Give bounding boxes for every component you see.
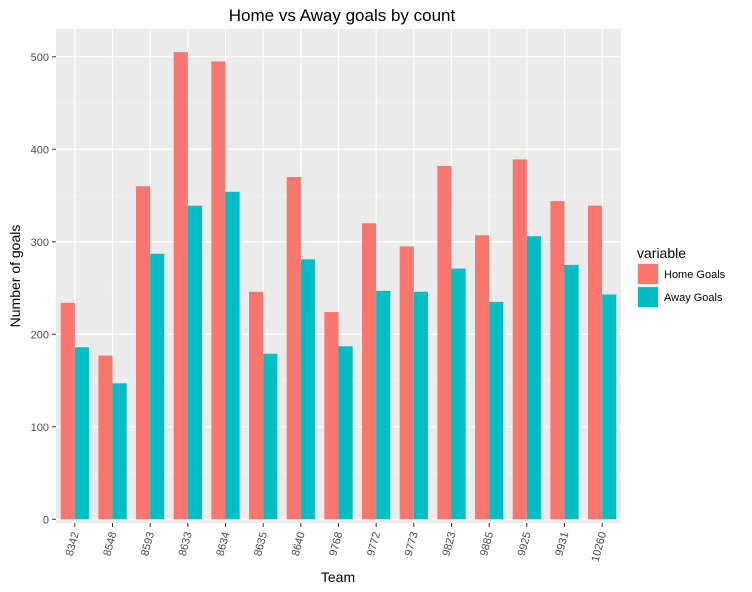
x-tick-label: 8593 — [139, 531, 157, 558]
bar-away-goals-9925 — [526, 236, 541, 520]
bar-away-goals-9768 — [338, 346, 353, 520]
bar-home-goals-9925 — [512, 159, 527, 520]
bar-home-goals-8593 — [136, 186, 151, 520]
x-axis-title: Team — [321, 569, 355, 585]
bar-away-goals-8635 — [263, 353, 278, 520]
bar-away-goals-8634 — [225, 191, 240, 520]
x-tick-label: 9772 — [365, 531, 383, 558]
bar-away-goals-9772 — [376, 290, 391, 520]
bar-home-goals-8634 — [211, 61, 226, 520]
y-tick-label: 100 — [31, 422, 49, 434]
bar-home-goals-9885 — [475, 235, 490, 520]
bar-home-goals-8635 — [249, 291, 264, 520]
legend-title: variable — [637, 245, 686, 261]
y-tick-label: 400 — [31, 144, 49, 156]
y-axis: 0 100 200 300 400 500 — [31, 52, 56, 526]
y-axis-title: Number of goals — [7, 225, 23, 328]
legend-key-away-goals — [638, 287, 658, 307]
x-tick-label: 8548 — [101, 531, 119, 558]
bar-away-goals-9823 — [451, 268, 466, 520]
x-tick-label: 9773 — [403, 531, 421, 558]
chart-title: Home vs Away goals by count — [229, 6, 456, 25]
y-tick-label: 200 — [31, 329, 49, 341]
legend-label: Away Goals — [664, 292, 723, 304]
x-tick-label: 10260 — [590, 531, 610, 564]
x-tick-label: 9823 — [440, 531, 458, 558]
bar-away-goals-8640 — [300, 259, 315, 520]
bar-away-goals-9773 — [413, 291, 428, 520]
x-axis: 8342 8548 8593 8633 8634 8635 8640 9768 9772 9773… — [64, 523, 609, 563]
x-tick-label: 8634 — [214, 531, 232, 558]
bar-away-goals-8342 — [74, 347, 89, 520]
bar-home-goals-8633 — [173, 52, 188, 520]
x-tick-label: 9768 — [327, 531, 345, 558]
x-tick-label: 8640 — [290, 531, 308, 558]
x-tick-label: 9885 — [478, 531, 496, 558]
bar-home-goals-9931 — [550, 201, 565, 520]
y-tick-label: 0 — [43, 514, 49, 526]
legend-label: Home Goals — [664, 269, 726, 281]
y-tick-label: 500 — [31, 52, 49, 64]
bar-home-goals-8548 — [98, 355, 113, 520]
bar-away-goals-9885 — [489, 301, 504, 520]
x-tick-label: 9931 — [553, 531, 571, 558]
bar-away-goals-8633 — [187, 205, 202, 520]
y-tick-label: 300 — [31, 237, 49, 249]
bars — [60, 52, 617, 520]
bar-home-goals-10260 — [588, 205, 603, 520]
bar-home-goals-9773 — [399, 246, 414, 520]
bar-home-goals-8640 — [286, 177, 301, 520]
x-tick-label: 8342 — [64, 531, 82, 558]
x-tick-label: 8635 — [252, 531, 270, 558]
x-tick-label: 8633 — [177, 531, 195, 558]
bar-away-goals-9931 — [564, 264, 579, 520]
bar-home-goals-8342 — [60, 302, 75, 520]
bar-home-goals-9772 — [362, 223, 377, 520]
bar-away-goals-8593 — [150, 253, 165, 520]
legend-key-home-goals — [638, 264, 658, 284]
bar-home-goals-9823 — [437, 165, 452, 520]
bar-away-goals-10260 — [602, 294, 617, 520]
bar-home-goals-9768 — [324, 312, 339, 520]
bar-away-goals-8548 — [112, 383, 127, 520]
legend: variable Home Goals Away Goals — [637, 245, 726, 308]
x-tick-label: 9925 — [516, 531, 534, 558]
